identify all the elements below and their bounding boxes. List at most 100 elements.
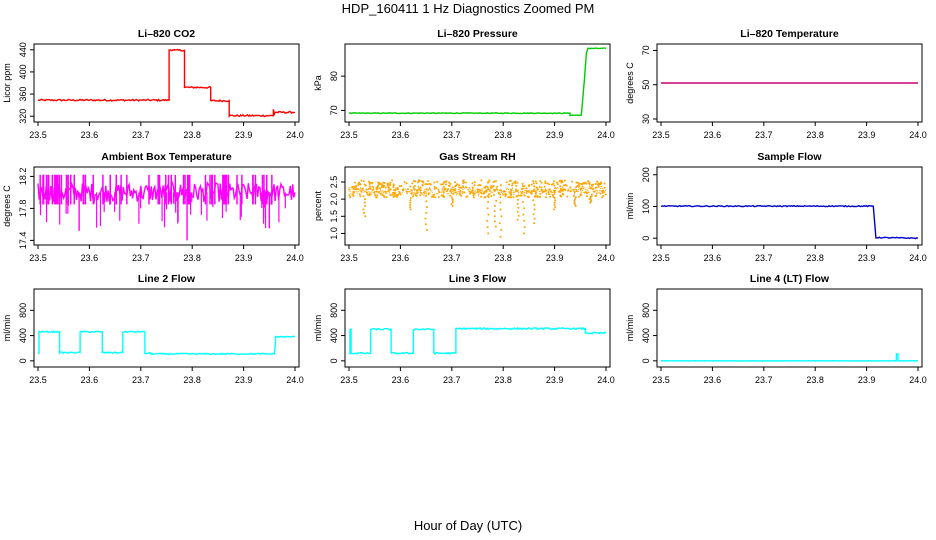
data-point xyxy=(425,211,428,214)
data-point xyxy=(363,201,366,204)
data-point xyxy=(523,185,526,188)
data-point xyxy=(603,182,606,185)
x-tick-label: 23.6 xyxy=(392,375,410,385)
x-tick-label: 23.6 xyxy=(704,375,722,385)
data-point xyxy=(601,191,604,194)
chart-title: Sample Flow xyxy=(757,151,822,163)
chart-panel-9: Line 4 (LT) Flow ml/min 23.5 23.6 23.7 23.8 23… xyxy=(625,273,927,385)
data-point xyxy=(493,215,496,218)
data-point xyxy=(367,187,370,190)
data-point xyxy=(477,188,480,191)
data-point xyxy=(444,183,447,186)
data-point xyxy=(530,192,533,195)
data-point xyxy=(363,183,366,186)
data-point xyxy=(538,186,541,189)
y-axis-label: ml/min xyxy=(625,315,635,342)
data-point xyxy=(552,195,555,198)
data-point xyxy=(432,196,435,199)
data-point xyxy=(573,203,576,206)
x-tick-label: 23.6 xyxy=(704,130,722,140)
data-point xyxy=(585,182,588,185)
chart-panel-2: Li–820 Pressure kPa 23.5 23.6 23.7 23.8 23.9 24… xyxy=(313,28,615,140)
data-point xyxy=(495,199,498,202)
data-point xyxy=(514,180,517,183)
data-point xyxy=(456,183,459,186)
y-tick-label: 70 xyxy=(641,45,651,55)
data-point xyxy=(493,210,496,213)
data-point xyxy=(581,185,584,188)
x-tick-label: 24.0 xyxy=(909,253,927,263)
data-point xyxy=(498,189,501,192)
data-point xyxy=(571,180,574,183)
y-tick-label: 2.0 xyxy=(329,193,339,206)
x-tick-label: 23.5 xyxy=(652,253,670,263)
data-point xyxy=(471,186,474,189)
data-point xyxy=(357,183,360,186)
data-point xyxy=(378,182,381,185)
data-point xyxy=(587,180,590,183)
y-tick-label: 440 xyxy=(18,42,28,57)
x-tick-label: 23.5 xyxy=(29,375,47,385)
data-point xyxy=(425,229,428,231)
data-series xyxy=(348,326,607,355)
x-tick-label: 23.8 xyxy=(183,375,201,385)
data-point xyxy=(427,193,430,196)
y-tick-label: 200 xyxy=(641,167,651,182)
y-tick-label: 70 xyxy=(329,105,339,115)
data-point xyxy=(463,191,466,194)
data-point xyxy=(533,195,536,198)
data-point xyxy=(533,208,536,211)
data-point xyxy=(448,181,451,184)
data-point xyxy=(557,190,560,193)
y-axis-label: ml/min xyxy=(313,315,323,342)
data-point xyxy=(442,195,445,198)
x-tick-label: 24.0 xyxy=(909,130,927,140)
x-tick-label: 23.9 xyxy=(546,130,564,140)
y-tick-label: 80 xyxy=(329,71,339,81)
y-axis-label: ml/min xyxy=(2,315,12,342)
data-point xyxy=(471,182,474,185)
data-point xyxy=(398,185,401,188)
data-point xyxy=(348,194,351,197)
data-point xyxy=(400,184,403,187)
x-tick-label: 23.7 xyxy=(443,130,461,140)
data-point xyxy=(514,188,517,191)
data-point xyxy=(441,183,444,186)
y-tick-label: 360 xyxy=(18,87,28,102)
data-point xyxy=(590,183,593,186)
data-point xyxy=(493,205,496,207)
data-point xyxy=(409,199,412,202)
page-title: HDP_160411 1 Hz Diagnostics Zoomed PM xyxy=(341,1,595,16)
data-point xyxy=(601,196,604,199)
chart-title: Ambient Box Temperature xyxy=(101,151,232,163)
data-point xyxy=(359,195,362,198)
y-axis-label: ml/min xyxy=(625,193,635,220)
data-point xyxy=(553,208,556,211)
data-point xyxy=(539,180,542,183)
data-point xyxy=(462,182,465,185)
x-tick-label: 23.7 xyxy=(755,253,773,263)
data-point xyxy=(449,194,452,197)
data-point xyxy=(442,185,445,188)
data-point xyxy=(389,181,392,184)
data-point xyxy=(362,208,365,211)
data-point xyxy=(590,199,593,202)
y-tick-label: 800 xyxy=(329,303,339,318)
data-point xyxy=(516,181,519,184)
data-point xyxy=(486,226,489,229)
y-tick-label: 17.4 xyxy=(18,232,28,250)
data-point xyxy=(415,194,418,197)
data-point xyxy=(460,186,463,189)
data-point xyxy=(454,185,457,188)
data-point xyxy=(392,186,395,189)
data-point xyxy=(546,182,549,185)
data-point xyxy=(362,195,365,198)
data-point xyxy=(447,184,450,187)
plot-frame xyxy=(33,43,300,123)
data-point xyxy=(573,201,576,204)
x-tick-label: 23.5 xyxy=(340,130,358,140)
data-point xyxy=(523,226,526,229)
data-point xyxy=(422,181,425,184)
data-point xyxy=(592,190,595,193)
data-point xyxy=(561,192,564,195)
